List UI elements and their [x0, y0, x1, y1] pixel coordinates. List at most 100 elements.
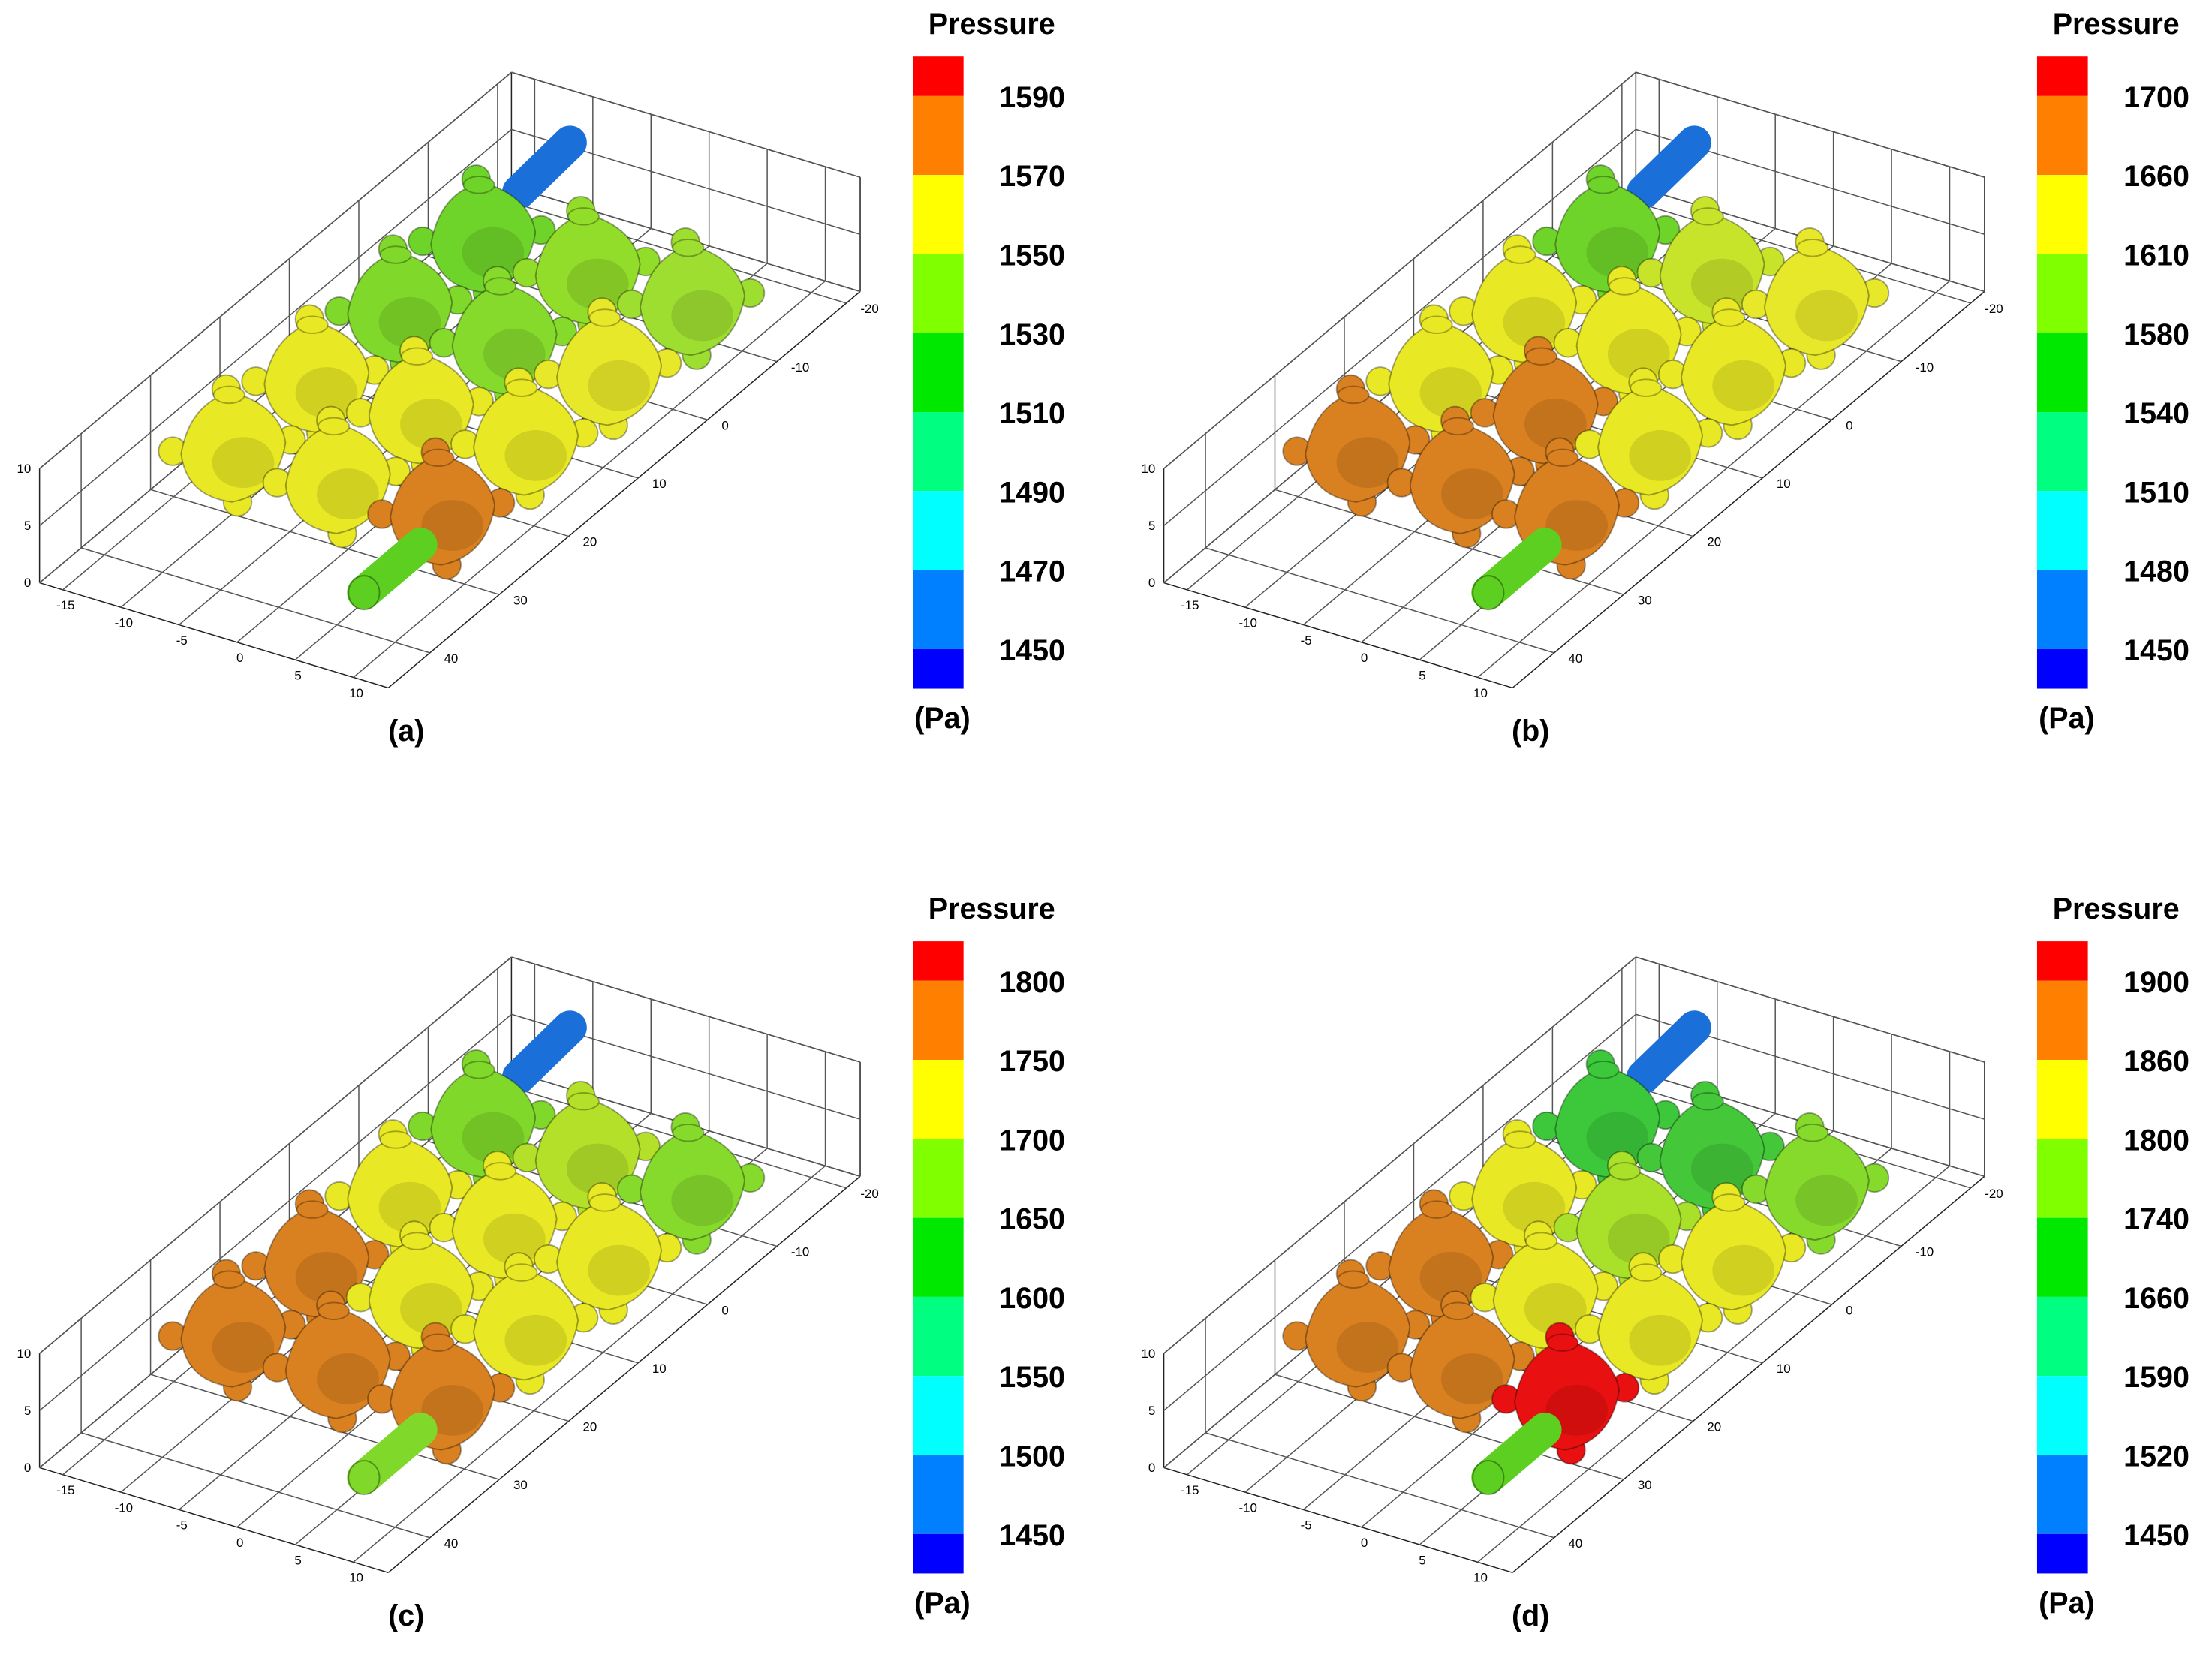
node-body	[1597, 1268, 1704, 1381]
node-shade	[1336, 437, 1399, 488]
node-shade	[400, 1283, 462, 1335]
x-tick-label: -15	[56, 598, 74, 612]
legend-band	[2036, 980, 2088, 1061]
flow-node	[1491, 437, 1640, 580]
flow-node	[262, 1290, 411, 1434]
node-body	[1554, 1066, 1661, 1178]
legend-title: Pressure	[2053, 892, 2180, 925]
node-body	[451, 282, 558, 395]
legend-level: 1510	[999, 397, 1065, 430]
node-shade	[295, 1252, 358, 1303]
node-body	[534, 1097, 641, 1210]
flow-node	[1449, 234, 1597, 378]
node-shade	[1690, 258, 1753, 310]
node-body	[1409, 1307, 1515, 1419]
node-body	[1388, 1205, 1494, 1318]
node-cap	[1796, 1123, 1829, 1142]
y-tick-label: 20	[582, 535, 597, 549]
x-tick-label: 0	[1361, 651, 1368, 665]
axis-box	[387, 1175, 861, 1573]
node-shade	[483, 1213, 546, 1265]
legend-band	[913, 333, 964, 413]
y-tick-label: -20	[1985, 1187, 2003, 1201]
y-tick-label: -10	[791, 1245, 809, 1259]
legend-level: 1660	[2123, 1282, 2189, 1315]
legend-band	[913, 1296, 964, 1377]
x-tick-label: -10	[115, 1500, 133, 1515]
node-shade	[462, 1112, 525, 1163]
node-cap	[1796, 239, 1829, 257]
node-cap	[1630, 1263, 1663, 1282]
node-body	[368, 1237, 474, 1350]
panel-label: (d)	[1512, 1599, 1549, 1632]
grid-line	[497, 1082, 847, 1189]
node-shade	[1586, 227, 1649, 278]
legend-band	[913, 175, 964, 254]
legend-level: 1450	[999, 634, 1065, 667]
node-cap	[1691, 207, 1725, 226]
legend-unit: (Pa)	[2039, 1587, 2095, 1620]
y-tick-label: 40	[1568, 1536, 1582, 1551]
legend-band	[2036, 1455, 2088, 1534]
node-body	[1471, 251, 1578, 363]
y-tick-label: 20	[1707, 535, 1721, 549]
node-cap	[1420, 315, 1453, 334]
outlet-pipe	[1627, 125, 1711, 209]
legend-band	[913, 941, 964, 981]
legend-band	[2036, 941, 2088, 981]
legend-band	[913, 56, 964, 96]
z-tick-label: 10	[1141, 462, 1155, 476]
node-shade	[295, 367, 358, 418]
legend-level: 1650	[999, 1203, 1065, 1236]
y-tick-label: 0	[721, 1303, 728, 1317]
legend-band	[2036, 491, 2088, 570]
y-tick-label: 40	[444, 651, 459, 666]
outlet-pipe	[1627, 1010, 1711, 1094]
x-tick-label: -15	[1181, 598, 1199, 612]
x-tick-label: 5	[294, 668, 301, 682]
node-cap	[400, 1232, 434, 1250]
node-cap	[212, 385, 245, 405]
node-body	[1554, 181, 1661, 293]
axis-box	[1163, 582, 1513, 689]
legend-level: 1550	[999, 239, 1065, 272]
node-body	[1597, 384, 1704, 496]
flow-node	[1657, 297, 1807, 441]
node-body	[347, 251, 453, 363]
node-body	[1471, 1136, 1578, 1248]
flow-node	[512, 196, 661, 339]
grid-line	[80, 547, 430, 654]
node-shade	[566, 1143, 629, 1195]
node-cap	[1587, 1061, 1620, 1079]
node-cap	[400, 347, 434, 366]
flow-node	[1470, 336, 1618, 479]
node-cap	[505, 1263, 538, 1282]
x-tick-label: 10	[1473, 1571, 1488, 1585]
legend-level: 1660	[2123, 160, 2189, 193]
node-body	[1305, 1276, 1411, 1388]
legend-band	[2036, 254, 2088, 333]
node-body	[1575, 282, 1682, 395]
legend-band	[913, 491, 964, 570]
node-cap	[1546, 1333, 1579, 1352]
node-cap	[1503, 245, 1536, 264]
node-body	[1492, 352, 1599, 465]
node-cap	[1337, 1270, 1370, 1289]
flow-node	[158, 1259, 306, 1402]
node-shade	[1503, 296, 1566, 348]
flow-node	[1386, 1290, 1535, 1434]
inlet-end	[348, 575, 381, 611]
legend-band	[2036, 1376, 2088, 1455]
node-cap	[1524, 1232, 1558, 1250]
legend-level: 1740	[2123, 1203, 2189, 1236]
y-tick-label: 30	[1638, 593, 1652, 607]
node-shade	[1440, 468, 1503, 519]
node-cap	[672, 1123, 705, 1142]
node-cap	[1441, 1301, 1475, 1320]
z-tick-label: 5	[1148, 519, 1155, 533]
node-shade	[378, 296, 441, 348]
legend-band	[2036, 333, 2088, 413]
node-shade	[1607, 1213, 1670, 1265]
legend-level: 1800	[999, 966, 1065, 999]
